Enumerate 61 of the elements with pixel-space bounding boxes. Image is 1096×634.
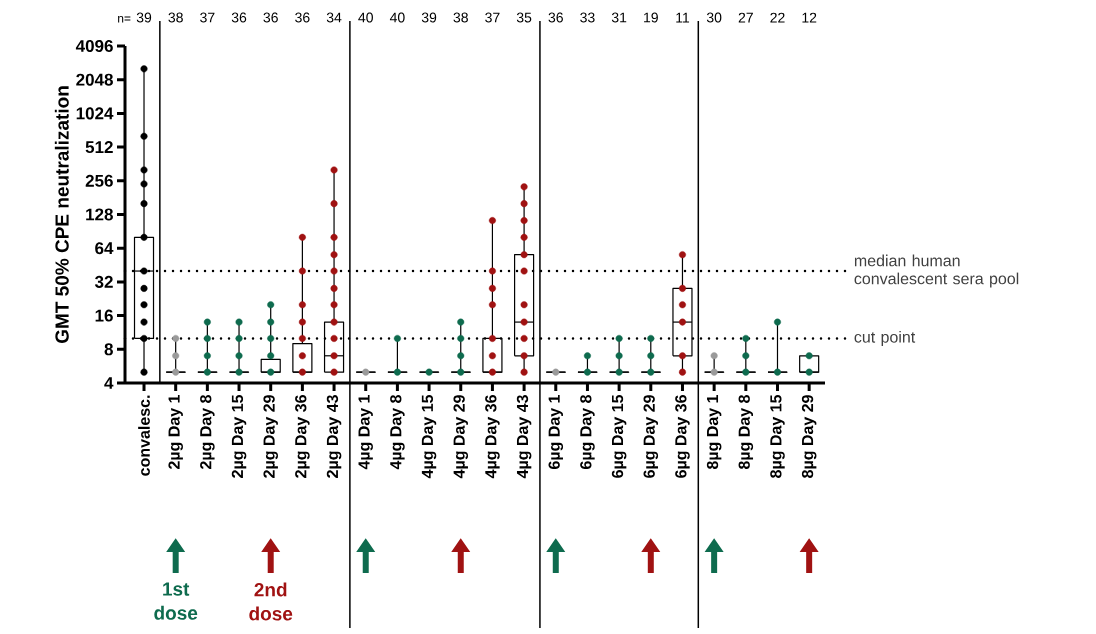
text: 40 <box>358 12 373 23</box>
text: 2nd dose <box>249 582 293 621</box>
y-tick-label: 512 <box>85 141 113 154</box>
text: 19 <box>644 12 658 23</box>
text: 30 <box>706 12 722 23</box>
x-tick-label: 4µg Day 1 <box>358 394 373 470</box>
text: 36 <box>231 12 247 23</box>
text: 38 <box>168 12 183 23</box>
text: 31 <box>611 12 627 23</box>
text: n= <box>118 16 131 23</box>
text: 36 <box>548 12 563 23</box>
x-tick-label: 4µg Day 29 <box>453 395 469 479</box>
y-tick-label: 64 <box>95 242 114 255</box>
text: 12 <box>802 12 817 23</box>
x-tick-label: 8µg Day 15 <box>770 394 785 478</box>
x-tick-label: 4µg Day 43 <box>516 395 532 479</box>
x-tick-label: 4µg Day 8 <box>390 395 405 470</box>
text: 40 <box>389 12 405 23</box>
x-tick-label: 2µg Day 15 <box>231 394 247 478</box>
text: 36 <box>295 12 310 23</box>
x-tick-label: 2µg Day 29 <box>263 395 278 478</box>
x-tick-label: convalesc. <box>138 395 150 476</box>
y-tick-label: 4096 <box>75 39 113 53</box>
x-tick-label: 6µg Day 36 <box>675 395 690 478</box>
y-tick-label: 4 <box>104 377 114 389</box>
text: 27 <box>738 12 753 23</box>
x-tick-label: 2µg Day 8 <box>200 395 215 469</box>
x-tick-label: 8µg Day 8 <box>738 395 754 470</box>
y-tick-label: 256 <box>85 174 113 187</box>
y-tick-label: 128 <box>86 208 113 221</box>
x-tick-label: 4µg Day 36 <box>485 395 500 479</box>
text: 39 <box>136 12 152 23</box>
x-tick-label: 8µg Day 29 <box>801 395 817 478</box>
text: 35 <box>516 12 532 23</box>
y-tick-label: 8 <box>104 343 113 356</box>
x-tick-label: 4µg Day 15 <box>421 394 437 479</box>
y-tick-label: 16 <box>95 309 113 322</box>
x-tick-label: 2µg Day 36 <box>295 395 310 478</box>
x-tick-label: 6µg Day 8 <box>580 395 595 469</box>
text: 39 <box>421 12 437 23</box>
text: 36 <box>263 12 278 23</box>
text: 34 <box>326 12 342 23</box>
ref-line-label: cut point <box>854 330 916 346</box>
text: 11 <box>676 12 690 23</box>
text: 37 <box>200 12 215 23</box>
text: 1st dose <box>154 582 198 620</box>
x-tick-label: 6µg Day 29 <box>643 395 659 478</box>
text: 38 <box>453 12 468 23</box>
x-tick-label: 6µg Day 15 <box>611 394 627 478</box>
y-tick-label: 32 <box>94 275 113 288</box>
text: 37 <box>485 12 500 23</box>
x-tick-label: 2µg Day 43 <box>326 395 342 478</box>
text: 22 <box>770 12 785 23</box>
y-tick-label: 1024 <box>76 107 114 120</box>
y-tick-label: 2048 <box>76 73 113 86</box>
x-tick-label: 2µg Day 1 <box>168 394 183 469</box>
y-axis-title: GMT 50% CPE neutralization <box>54 86 69 344</box>
ref-line-label: median human convalescent sera pool <box>854 254 1019 288</box>
x-tick-label: 6µg Day 1 <box>548 394 564 469</box>
x-tick-label: 8µg Day 1 <box>706 394 722 470</box>
text: 33 <box>580 12 595 23</box>
